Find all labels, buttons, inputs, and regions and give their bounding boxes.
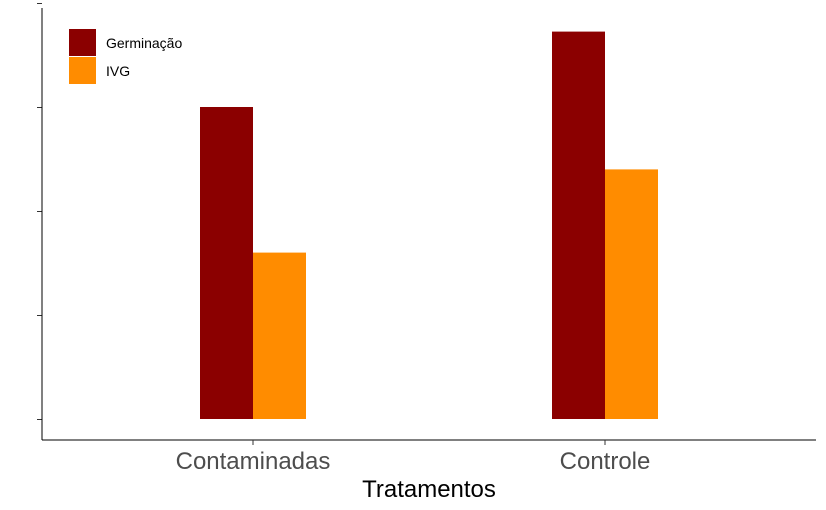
- legend-swatch-ivg: [69, 57, 96, 84]
- bar-controle-ivg: [605, 169, 658, 419]
- x-axis-tick-labels: Contaminadas Controle: [176, 448, 651, 475]
- legend: Germinação IVG: [69, 29, 182, 84]
- legend-label-germinação: Germinação: [106, 35, 182, 51]
- bar-contaminadas-ivg: [253, 252, 306, 419]
- bars-group: [200, 31, 658, 419]
- x-tick-label-controle: Controle: [560, 448, 651, 475]
- x-axis-title: Tratamentos: [362, 476, 496, 503]
- bar-contaminadas-germinação: [200, 107, 253, 419]
- bar-controle-germinação: [552, 31, 605, 419]
- y-axis-ticks: [37, 3, 42, 420]
- x-axis-ticks: [252, 440, 606, 445]
- legend-label-ivg: IVG: [106, 63, 130, 79]
- x-tick-label-contaminadas: Contaminadas: [176, 448, 331, 475]
- legend-swatch-germinação: [69, 29, 96, 56]
